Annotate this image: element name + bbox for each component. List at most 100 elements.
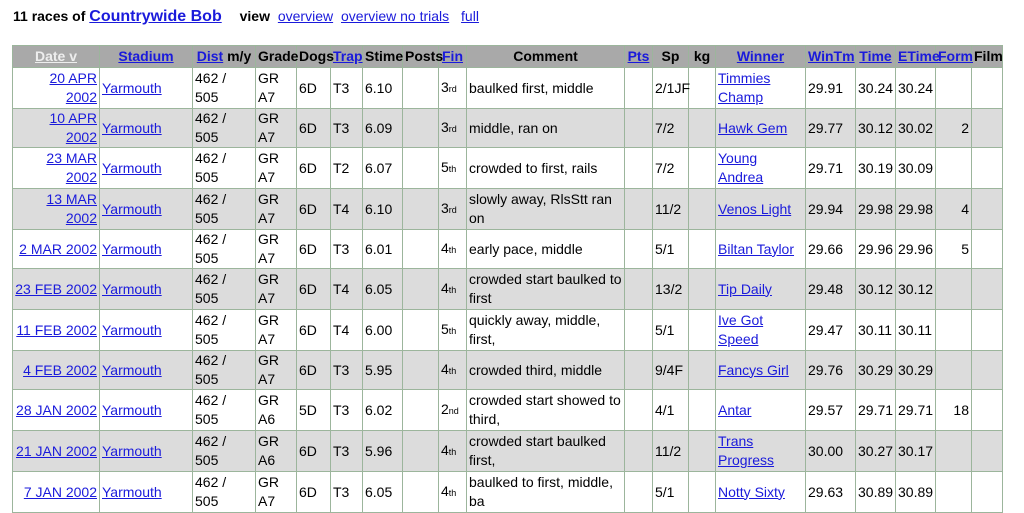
winner-link[interactable]: Notty Sixty: [718, 483, 785, 500]
sort-date[interactable]: Date v: [34, 48, 78, 64]
time-cell: 30.12: [855, 108, 896, 148]
pts-cell: [624, 147, 653, 189]
form-cell: 2: [935, 108, 972, 148]
stime-cell: 6.02: [362, 389, 403, 431]
grade-cell: GR A7: [255, 108, 297, 148]
etime-cell: 29.96: [895, 229, 936, 269]
comment-cell: crowded start baulked to first: [466, 268, 625, 310]
winner-link[interactable]: Venos Light: [718, 200, 792, 217]
comment-cell: crowded start baulked first,: [466, 430, 625, 472]
kg-cell: [688, 309, 716, 351]
fin-cell: 4th: [438, 350, 467, 390]
fin-value: 3: [441, 118, 449, 135]
grade-cell: GR A7: [255, 67, 297, 109]
table-row: 21 JAN 2002 Yarmouth 462 / 505 GR A6 6D T3 5.9…: [12, 430, 1003, 472]
sort-form[interactable]: Form: [938, 48, 973, 64]
sp-cell: 9/4F: [652, 350, 689, 390]
trap-cell: T3: [330, 350, 363, 390]
time-cell: 30.12: [855, 268, 896, 310]
sort-dist[interactable]: Dist: [196, 48, 224, 64]
race-date-link[interactable]: 4 FEB 2002: [23, 361, 97, 378]
stadium-link[interactable]: Yarmouth: [102, 119, 162, 136]
stadium-link[interactable]: Yarmouth: [102, 159, 162, 176]
fin-suffix: rd: [448, 83, 457, 94]
winner-link[interactable]: Antar: [718, 401, 752, 418]
dogs-cell: 6D: [296, 350, 331, 390]
sp-cell: 11/2: [652, 188, 689, 230]
race-date-link[interactable]: 13 MAR 2002: [46, 191, 97, 226]
view-full-link[interactable]: full: [461, 8, 479, 24]
pts-cell: [624, 268, 653, 310]
race-date-link[interactable]: 28 JAN 2002: [16, 401, 97, 418]
stadium-link[interactable]: Yarmouth: [102, 321, 162, 338]
time-cell: 30.29: [855, 350, 896, 390]
kg-cell: [688, 430, 716, 472]
comment-cell: baulked first, middle: [466, 67, 625, 109]
fin-suffix: nd: [448, 405, 459, 416]
dogs-cell: 6D: [296, 309, 331, 351]
col-posts: Posts: [402, 45, 443, 68]
winner-link[interactable]: Fancys Girl: [718, 361, 789, 378]
race-date-link[interactable]: 23 MAR 2002: [46, 150, 97, 185]
comment-cell: quickly away, middle, first,: [466, 309, 625, 351]
sort-stadium[interactable]: Stadium: [118, 48, 174, 64]
table-row: 10 APR 2002 Yarmouth 462 / 505 GR A7 6D T3 6.0…: [12, 108, 1003, 148]
race-date-link[interactable]: 23 FEB 2002: [15, 280, 97, 297]
view-overview-no-trials-link[interactable]: overview no trials: [341, 8, 450, 24]
race-date-link[interactable]: 11 FEB 2002: [16, 321, 97, 338]
sort-pts[interactable]: Pts: [627, 48, 650, 64]
fin-suffix: th: [448, 244, 457, 255]
winner-link[interactable]: Young Andrea: [718, 150, 764, 185]
wintm-cell: 29.57: [805, 389, 856, 431]
sort-time[interactable]: Time: [859, 48, 892, 64]
sort-etime[interactable]: ETime: [898, 48, 940, 64]
sort-wintm[interactable]: WinTm: [808, 48, 855, 64]
fin-cell: 3rd: [438, 108, 467, 148]
races-table: Date v Stadium Dist m/y Grade Dogs Trap …: [12, 45, 1003, 513]
race-date-link[interactable]: 7 JAN 2002: [23, 483, 97, 500]
sort-fin[interactable]: Fin: [442, 48, 463, 64]
fin-cell: 4th: [438, 471, 467, 513]
trap-cell: T3: [330, 229, 363, 269]
stadium-link[interactable]: Yarmouth: [102, 79, 162, 96]
form-cell: [935, 67, 972, 109]
fin-suffix: th: [448, 365, 457, 376]
stadium-link[interactable]: Yarmouth: [102, 200, 162, 217]
comment-cell: crowded start showed to third,: [466, 389, 625, 431]
grade-cell: GR A7: [255, 471, 297, 513]
posts-cell: [402, 350, 439, 390]
winner-link[interactable]: Hawk Gem: [718, 119, 788, 136]
wintm-cell: 29.63: [805, 471, 856, 513]
form-cell: [935, 309, 972, 351]
trap-cell: T4: [330, 268, 363, 310]
film-cell: [971, 108, 1003, 148]
stadium-link[interactable]: Yarmouth: [102, 240, 162, 257]
stadium-link[interactable]: Yarmouth: [102, 361, 162, 378]
race-date-link[interactable]: 20 APR 2002: [49, 70, 97, 105]
winner-link[interactable]: Timmies Champ: [718, 70, 771, 105]
sort-winner[interactable]: Winner: [736, 48, 785, 64]
stadium-link[interactable]: Yarmouth: [102, 280, 162, 297]
stadium-link[interactable]: Yarmouth: [102, 442, 162, 459]
comment-cell: early pace, middle: [466, 229, 625, 269]
winner-link[interactable]: Tip Daily: [718, 280, 772, 297]
stime-cell: 5.96: [362, 430, 403, 472]
fin-value: 3: [441, 78, 449, 95]
col-my: m/y: [227, 48, 252, 64]
race-date-link[interactable]: 10 APR 2002: [49, 110, 97, 145]
race-date-link[interactable]: 21 JAN 2002: [16, 442, 97, 459]
col-dogs: Dogs: [296, 45, 334, 68]
pts-cell: [624, 471, 653, 513]
winner-link[interactable]: Ive Got Speed: [718, 312, 764, 347]
winner-link[interactable]: Biltan Taylor: [718, 240, 795, 257]
race-date-link[interactable]: 2 MAR 2002: [19, 240, 97, 257]
winner-link[interactable]: Trans Progress: [718, 433, 775, 468]
stadium-link[interactable]: Yarmouth: [102, 401, 162, 418]
dog-name-link[interactable]: Countrywide Bob: [89, 8, 222, 25]
dogs-cell: 6D: [296, 67, 331, 109]
sort-trap[interactable]: Trap: [333, 48, 363, 64]
stadium-link[interactable]: Yarmouth: [102, 483, 162, 500]
table-row: 13 MAR 2002 Yarmouth 462 / 505 GR A7 6D T4 6.1…: [12, 188, 1003, 230]
view-overview-link[interactable]: overview: [277, 8, 334, 24]
dist-cell: 462 / 505: [192, 108, 256, 148]
